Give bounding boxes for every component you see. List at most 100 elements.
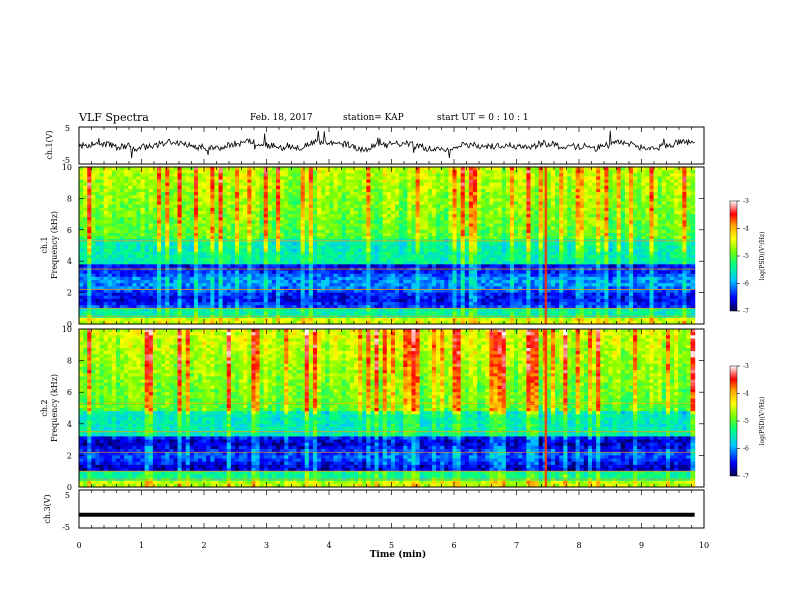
spectrogram-cell (530, 188, 536, 193)
spectrogram-cell (600, 242, 605, 247)
spectrogram-cell (312, 204, 318, 209)
spectrogram-cell (189, 198, 195, 203)
spectrogram-cell (189, 254, 195, 259)
spectrogram-cell (308, 201, 314, 206)
spectrogram-cell (682, 248, 688, 253)
spectrogram-cell (91, 167, 97, 171)
spectrogram-cell (382, 251, 388, 256)
spectrogram-cell (198, 258, 203, 262)
spectrogram-cell (514, 179, 519, 184)
spectrogram-cell (353, 173, 359, 178)
spectrogram-cell (263, 207, 269, 212)
spectrogram-cell (120, 229, 125, 234)
spectrogram-cell (624, 264, 630, 269)
spectrogram-cell (505, 217, 511, 221)
spectrogram-cell (140, 232, 146, 237)
spectrogram-cell (107, 198, 113, 203)
spectrogram-cell (128, 245, 133, 250)
spectrogram-cell (624, 232, 630, 237)
spectrogram-cell (649, 264, 655, 269)
spectrogram-cell (226, 210, 232, 215)
spectrogram-cell (161, 167, 166, 171)
spectrogram-cell (678, 201, 683, 206)
spectrogram-cell (103, 261, 109, 265)
spectrogram-cell (493, 220, 499, 225)
spectrogram-cell (132, 242, 138, 247)
spectrogram-cell (99, 192, 105, 196)
spectrogram-cell (243, 170, 248, 174)
spectrogram-cell (165, 232, 170, 237)
spectrogram-cell (473, 207, 478, 212)
spectrogram-cell (468, 217, 474, 221)
spectrogram-cell (477, 251, 482, 256)
spectrogram-cell (120, 173, 125, 178)
spectrogram-cell (185, 214, 191, 218)
spectrogram-cell (624, 167, 630, 171)
spectrogram-cell (678, 182, 683, 187)
spectrogram-cell (152, 248, 158, 253)
spectrogram-cell (280, 170, 285, 174)
spectrogram-cell (349, 204, 355, 209)
spectrogram-cell (83, 242, 88, 247)
spectrogram-cell (111, 232, 117, 237)
spectrogram-cell (247, 229, 252, 234)
spectrogram-cell (341, 170, 347, 174)
spectrogram-cell (251, 195, 257, 199)
spectrogram-cell (103, 258, 109, 262)
spectrogram-cell (202, 176, 207, 181)
spectrogram-cell (452, 223, 458, 228)
spectrogram-cell (645, 179, 651, 184)
spectrogram-cell (661, 192, 667, 196)
spectrogram-cell (477, 258, 482, 262)
spectrogram-cell (247, 254, 252, 259)
spectrogram-cell (678, 210, 683, 215)
spectrogram-cell (624, 223, 630, 228)
spectrogram-cell (555, 232, 560, 237)
spectrogram-cell (411, 201, 417, 206)
spectrogram-cell (460, 251, 466, 256)
spectrogram-cell (575, 204, 581, 209)
spectrogram-cell (218, 198, 224, 203)
spectrogram-cell (206, 258, 211, 262)
ch1-ytick-bottom: -5 (62, 156, 70, 165)
spectrogram-cell (452, 248, 458, 253)
spectrogram-cell (690, 258, 696, 262)
spectrogram-cell (111, 226, 117, 231)
spectrogram-cell (280, 254, 285, 259)
spectrogram-cell (579, 182, 585, 187)
spectrogram-cell (514, 195, 519, 199)
spectrogram-cell (353, 245, 359, 250)
spectrogram-cell (567, 198, 573, 203)
spectrogram-cell (530, 179, 536, 184)
spectrogram-cell (587, 192, 593, 196)
spectrogram-cell (583, 179, 589, 184)
spectrogram-cell (362, 258, 367, 262)
spectrogram-cell (210, 251, 216, 256)
spectrogram-cell (370, 226, 376, 231)
spectrogram-cell (448, 258, 454, 262)
spectrogram-cell (366, 258, 371, 262)
spectrogram-cell (489, 220, 495, 225)
spectrogram-cell (645, 170, 651, 174)
spectrogram-cell (620, 242, 626, 247)
spectrogram-cell (411, 223, 417, 228)
spectrogram-cell (624, 220, 630, 225)
spectrogram-cell (317, 207, 322, 212)
spectrogram-cell (189, 201, 195, 206)
spectrogram-cell (136, 173, 142, 178)
spectrogram-cell (152, 261, 158, 265)
spectrogram-cell (395, 201, 400, 206)
spectrogram-cell (366, 192, 371, 196)
spectrogram-cell (280, 248, 285, 253)
spectrogram-cell (181, 207, 187, 212)
spectrogram-cell (124, 170, 129, 174)
spectrogram-cell (288, 254, 294, 259)
spectrogram-cell (645, 182, 651, 187)
spectrogram-cell (415, 204, 421, 209)
spectrogram-cell (251, 210, 257, 215)
spectrogram-cell (198, 210, 203, 215)
spectrogram-cell (604, 192, 610, 196)
spectrogram-cell (645, 167, 651, 171)
spectrogram-cell (419, 182, 425, 187)
spectrogram-cell (419, 176, 425, 181)
